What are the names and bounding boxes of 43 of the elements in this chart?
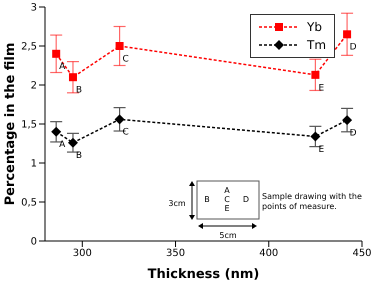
x-tick-label: 450: [352, 248, 372, 260]
annotation: D: [242, 195, 250, 204]
y-tick-label: 2,5: [21, 42, 37, 53]
x-tick-label: 350: [166, 248, 186, 260]
point: [342, 115, 352, 126]
y-tick-label: 1: [30, 158, 37, 170]
point: [311, 70, 320, 79]
point: [116, 42, 124, 50]
x-tick-label: 400: [259, 248, 278, 260]
annotation: B: [76, 151, 82, 162]
annotation: E: [224, 204, 230, 214]
annotation: B: [204, 195, 210, 204]
y-tick-label: 0,5: [21, 198, 37, 209]
annotation: C: [122, 54, 129, 64]
y-tick-label: 0: [30, 236, 37, 248]
point: [68, 138, 78, 148]
annotation: D: [350, 128, 357, 138]
point: [114, 114, 125, 124]
annotation: A: [59, 140, 66, 150]
annotation: C: [122, 128, 129, 138]
y-tick-label: 3: [30, 2, 37, 14]
y-tick-label: 2: [30, 80, 37, 92]
annotation: 3cm: [168, 199, 186, 208]
point: [310, 131, 320, 142]
annotation: A: [59, 62, 66, 72]
y-axis-title: Percentage in the film: [3, 42, 18, 206]
point: [52, 50, 60, 58]
legend-label: Yb: [307, 20, 322, 34]
annotation: Sample drawing with the points of measure.: [262, 192, 363, 212]
annotation: C: [224, 195, 230, 204]
annotation: E: [318, 83, 325, 94]
x-axis-title: Thickness (nm): [148, 267, 260, 282]
y-tick-label: 1,5: [21, 120, 37, 131]
annotation: E: [318, 144, 325, 155]
annotation: A: [224, 186, 230, 196]
point: [51, 126, 62, 137]
annotation: 5cm: [219, 231, 237, 240]
point: [343, 30, 352, 38]
x-tick-label: 300: [72, 248, 92, 260]
annotation: D: [350, 42, 357, 53]
point: [68, 73, 77, 82]
legend-label: Tm: [307, 38, 326, 52]
annotation: B: [76, 86, 82, 96]
